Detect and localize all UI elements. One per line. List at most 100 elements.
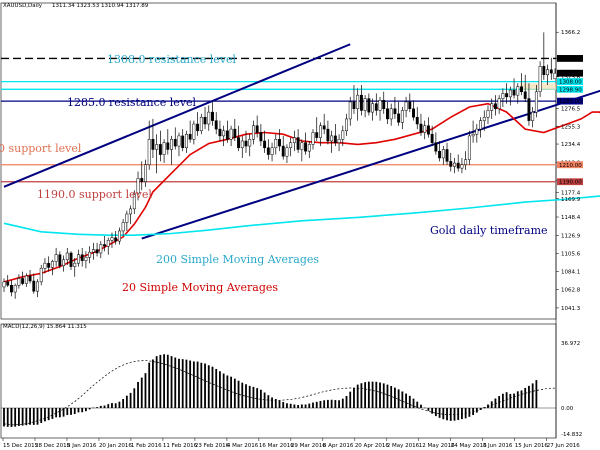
candle-body	[58, 254, 62, 266]
candle-body	[508, 89, 512, 98]
candle-body	[549, 69, 553, 74]
candle-body	[248, 139, 252, 147]
candle-body	[408, 101, 412, 109]
annotation-1308-resistance: 1308.0 resistance level	[107, 53, 237, 66]
candle-body	[32, 280, 36, 292]
macd-bar	[308, 403, 311, 408]
candle-body	[88, 251, 92, 258]
macd-bar	[520, 390, 523, 408]
candle-body	[106, 240, 110, 247]
candle-body	[99, 244, 103, 254]
macd-bar	[457, 408, 460, 420]
price-box-label: 1317.89	[559, 71, 582, 77]
x-tick-label: 15 Dec 2015	[3, 443, 39, 449]
candle-body	[471, 133, 475, 137]
candle-body	[296, 137, 300, 150]
macd-bar	[412, 398, 415, 408]
candle-body	[326, 128, 330, 142]
macd-bar	[40, 408, 43, 423]
price-box-label: 1285.00	[559, 99, 582, 105]
candle-body	[304, 142, 308, 152]
candle-body	[441, 149, 445, 159]
candle-body	[337, 139, 341, 143]
candle-body	[9, 285, 13, 293]
candle-body	[240, 140, 244, 149]
price-box	[557, 97, 583, 105]
candle-body	[121, 222, 125, 232]
macd-bar	[99, 405, 102, 408]
macd-bar	[427, 408, 430, 411]
x-tick-label: 15 Jun 2016	[515, 443, 549, 449]
macd-bar	[88, 408, 91, 410]
macd-bar	[3, 408, 5, 427]
candle-body	[289, 142, 293, 149]
macd-bar	[286, 403, 288, 408]
price-box	[557, 161, 583, 169]
macd-bar	[73, 408, 76, 414]
macd-bar	[505, 392, 508, 408]
macd-bar	[245, 384, 247, 408]
candle-body	[546, 69, 550, 76]
macd-bar	[111, 403, 113, 408]
macd-bar	[330, 399, 333, 408]
x-tick-label: 12 May 2016	[419, 443, 455, 449]
sma200-line	[3, 195, 600, 236]
candle-body	[415, 116, 419, 125]
price-tick-label: 1084.1	[561, 270, 580, 276]
candle-body	[255, 125, 259, 133]
candle-body	[467, 135, 471, 160]
candle-body	[319, 125, 322, 138]
x-tick-label: 20 Jan 2016	[99, 443, 132, 449]
macd-bar	[278, 400, 281, 408]
macd-bar	[516, 391, 519, 408]
candle-body	[132, 193, 136, 210]
macd-bar	[345, 396, 348, 408]
macd-bar	[189, 360, 192, 408]
macd-title: MACD(12,26,9) 15.864 11.315	[3, 324, 87, 330]
macd-bar	[379, 382, 381, 408]
macd-bar	[315, 401, 318, 408]
candle-body	[419, 123, 423, 133]
candle-body	[24, 275, 28, 284]
macd-bar	[17, 408, 20, 426]
macd-bar	[114, 403, 117, 408]
candle-body	[188, 133, 192, 140]
price-tick-label: 1148.4	[561, 215, 581, 221]
macd-bar	[233, 378, 236, 408]
candle-body	[453, 162, 456, 167]
candle-body	[386, 108, 389, 120]
x-tick-label: 16 Mar 2016	[259, 443, 294, 449]
candle-body	[486, 110, 490, 118]
macd-bar	[531, 383, 534, 408]
candle-body	[348, 101, 352, 120]
macd-bar	[92, 407, 95, 409]
macd-bar	[401, 391, 404, 408]
macd-bar	[118, 401, 121, 408]
price-box	[557, 85, 583, 93]
trendline-1	[141, 89, 600, 240]
candle-body	[311, 132, 315, 145]
macd-bar	[524, 387, 527, 408]
x-tick-label: 20 Apr 2016	[355, 443, 390, 449]
price-panel: 1366.21335.31313.61298.01276.51255.31234…	[0, 2, 600, 438]
candle-body	[13, 285, 17, 293]
macd-bar	[70, 408, 72, 415]
candle-body	[158, 144, 162, 155]
candle-body	[251, 125, 255, 140]
macd-bar	[494, 398, 497, 408]
ohlc-header: 1311.34 1323.53 1310.94 1317.89	[52, 3, 149, 9]
candle-body	[501, 93, 505, 99]
candle-body	[181, 135, 185, 149]
candle-body	[493, 103, 497, 109]
macd-bar	[77, 408, 80, 413]
candle-body	[382, 100, 386, 109]
macd-bar	[36, 408, 39, 425]
candle-body	[214, 120, 218, 130]
candle-body	[423, 125, 427, 133]
candle-body	[553, 72, 557, 80]
candle-body	[207, 111, 211, 125]
candle-body	[136, 178, 140, 194]
candle-body	[199, 116, 203, 132]
